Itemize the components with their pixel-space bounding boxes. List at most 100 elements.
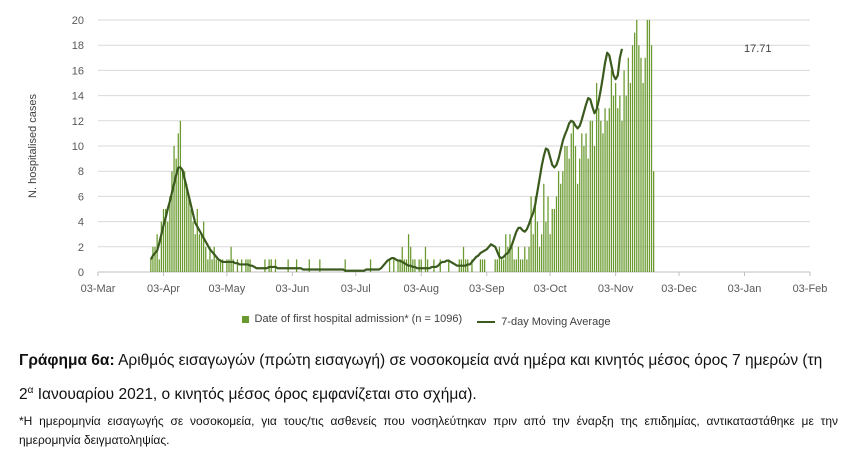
daily-admission-bars [150, 20, 655, 273]
bar [241, 259, 243, 272]
bar [200, 234, 203, 272]
bar [160, 221, 163, 272]
x-tick-label: 03-Dec [661, 283, 697, 295]
bar [519, 259, 522, 272]
bar [420, 259, 422, 272]
bar [634, 32, 636, 272]
bar [553, 209, 555, 272]
bar [207, 259, 209, 272]
bar [551, 209, 553, 272]
bar [566, 146, 568, 272]
footnote: *Η ημερομηνία εισαγωγής σε νοσοκομεία, γ… [19, 414, 838, 447]
bar [319, 259, 321, 272]
bar [625, 95, 627, 272]
bar [541, 234, 543, 272]
bar [403, 259, 405, 272]
bar [636, 20, 638, 272]
y-axis-label: N. hospitalised cases [27, 94, 39, 198]
bar [650, 45, 653, 273]
bar [217, 259, 220, 272]
bar [173, 146, 175, 272]
bar [369, 259, 372, 272]
hospitalisation-chart: 0 2 4 6 8 10 12 14 16 18 20 03-Mar 03-Apr 03-May 03-J… [27, 15, 828, 295]
bar [522, 259, 524, 272]
moving-average-line [149, 48, 624, 272]
bar [602, 133, 604, 272]
bar [509, 234, 511, 272]
bar [188, 196, 190, 272]
bar [595, 83, 598, 272]
bar [245, 259, 247, 272]
moving-average-path [149, 48, 624, 272]
bar [236, 259, 239, 272]
bar [222, 259, 224, 272]
bar [481, 259, 484, 272]
bar [181, 171, 184, 272]
bar [150, 259, 152, 272]
bar [162, 209, 165, 272]
bar [433, 259, 435, 272]
bar [638, 45, 640, 273]
bar [167, 221, 169, 272]
caption-text-2: Ιανουαρίου 2021, ο κινητός μέσος όρος εμ… [33, 386, 477, 404]
bar [494, 259, 496, 272]
bar [538, 246, 541, 272]
bar [631, 45, 634, 273]
bar [606, 120, 608, 272]
last-value-label: 17.71 [744, 43, 772, 55]
bar [545, 221, 547, 272]
legend-label-bars: Date of first hospital admission* (n = 1… [254, 313, 463, 325]
x-tick-label: 03-Jun [276, 283, 310, 295]
bar [534, 196, 536, 272]
bar [496, 259, 498, 272]
bar [498, 246, 501, 272]
x-tick-label: 03-Sep [469, 283, 504, 295]
bar [171, 171, 173, 272]
bar [621, 120, 623, 272]
bar [530, 196, 532, 272]
caption-text-1: Αριθμός εισαγωγών (πρώτη εισαγωγή) σε νο… [19, 352, 823, 404]
bar [576, 183, 579, 272]
bar [287, 259, 289, 272]
x-tick-label: 03-Oct [534, 283, 567, 295]
x-tick-label: 03-Mar [81, 283, 116, 295]
bar [388, 259, 391, 272]
x-tick-label: 03-Apr [147, 283, 180, 295]
bar [500, 259, 503, 272]
bar [579, 158, 581, 272]
bar [587, 158, 589, 272]
bar [264, 259, 266, 272]
bar [228, 259, 230, 272]
bar [564, 146, 566, 272]
bar [614, 83, 617, 272]
bar [156, 234, 158, 272]
bar [448, 259, 450, 272]
y-tick-label: 4 [78, 217, 84, 229]
bar [164, 209, 167, 272]
bar [608, 108, 610, 272]
x-tick-label: 03-Aug [404, 283, 439, 295]
y-tick-label: 8 [78, 166, 84, 178]
bar [198, 234, 201, 272]
x-tick-label: 03-Feb [793, 283, 828, 295]
bar-swatch-icon [241, 315, 249, 323]
bar [543, 183, 545, 272]
bar [612, 95, 615, 272]
bar [158, 259, 160, 272]
bar [418, 259, 420, 272]
bar [623, 70, 625, 273]
caption-superscript: α [27, 385, 34, 396]
bar [205, 246, 207, 272]
bar [503, 259, 505, 272]
bar [308, 259, 310, 272]
bar [209, 246, 211, 272]
bar [177, 133, 179, 272]
bar [196, 209, 198, 272]
bar [619, 95, 621, 272]
bar [562, 171, 564, 272]
bar [532, 234, 534, 272]
bar [515, 259, 517, 272]
bar [479, 259, 482, 272]
bar [401, 246, 403, 272]
bar [598, 108, 600, 272]
